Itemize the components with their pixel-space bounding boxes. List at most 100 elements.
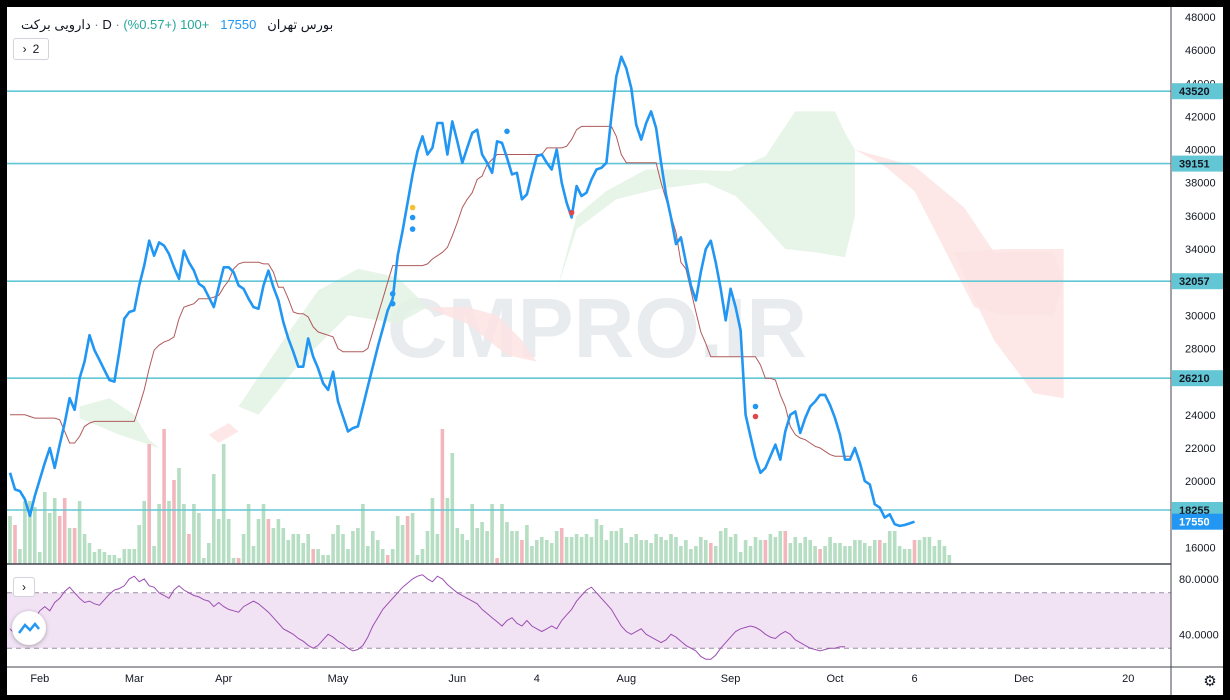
volume-bar bbox=[763, 540, 768, 564]
volume-bar bbox=[455, 528, 460, 564]
volume-bar bbox=[435, 534, 440, 564]
price-tick-label: 30000 bbox=[1185, 310, 1216, 322]
volume-bar bbox=[798, 543, 802, 564]
volume-bar bbox=[172, 480, 176, 564]
last-price: 17550 bbox=[220, 17, 257, 32]
rsi-line-path bbox=[9, 574, 845, 660]
volume-bar bbox=[256, 519, 261, 564]
volume-bar bbox=[823, 546, 827, 564]
interval-label[interactable]: D bbox=[102, 17, 112, 32]
volume-bar bbox=[122, 549, 127, 564]
settings-gear-icon[interactable]: ⚙ bbox=[1203, 673, 1217, 690]
exchange-label: بورس تهران bbox=[267, 17, 334, 32]
indicators-toggle-button[interactable]: › 2 bbox=[13, 38, 49, 60]
volume-bar bbox=[604, 540, 609, 564]
last-price-label: 17550 bbox=[1172, 513, 1223, 530]
volume-bar bbox=[395, 516, 400, 564]
watermark: CMPRO.IR bbox=[387, 281, 807, 375]
time-tick-label: Sep bbox=[721, 673, 741, 685]
volume-bar bbox=[669, 534, 673, 564]
volume-bar bbox=[43, 492, 47, 564]
indicators-count: 2 bbox=[32, 42, 40, 56]
volume-bar bbox=[326, 555, 330, 564]
rsi-pane[interactable]: 80.0000 40.0000 bbox=[7, 574, 1219, 660]
volume-bar bbox=[803, 537, 807, 564]
rsi-collapse-button[interactable]: › bbox=[13, 577, 35, 597]
volume-bar bbox=[346, 549, 350, 564]
volume-bar bbox=[92, 552, 97, 564]
volume-bar bbox=[251, 546, 256, 564]
volume-bar bbox=[331, 534, 335, 564]
volume-bar bbox=[818, 549, 822, 564]
volume-bar bbox=[52, 498, 57, 564]
cloud-area-bear bbox=[954, 249, 1064, 399]
volume-bar bbox=[932, 546, 937, 564]
price-tick-label: 22000 bbox=[1185, 443, 1216, 455]
volume-bar bbox=[28, 501, 32, 564]
time-axis[interactable]: Feb Mar Apr May Jun 4 Aug Sep Oct 6 Dec 20 bbox=[30, 673, 1134, 685]
rsi-band-fill bbox=[7, 592, 1171, 649]
symbol-name[interactable]: دارویی برکت bbox=[21, 17, 91, 32]
time-tick-label: Apr bbox=[215, 673, 232, 685]
volume-bar bbox=[18, 549, 22, 564]
volume-bar bbox=[202, 558, 206, 564]
volume-bar bbox=[157, 504, 161, 564]
volume-bar bbox=[465, 540, 469, 564]
signal-dots bbox=[389, 128, 759, 420]
volume-bar bbox=[38, 552, 42, 564]
last-price-box bbox=[1172, 513, 1223, 530]
volume-bar bbox=[177, 468, 181, 564]
level-price-label: 39151 bbox=[1172, 155, 1223, 172]
volume-bar bbox=[694, 546, 698, 564]
volume-bar bbox=[445, 498, 450, 564]
price-line-path bbox=[8, 55, 915, 528]
signal-dot bbox=[752, 413, 759, 420]
tradingview-logo-button[interactable] bbox=[12, 611, 46, 645]
signal-dot bbox=[409, 226, 416, 232]
price-tick-label: 24000 bbox=[1185, 410, 1216, 422]
time-tick-label: 4 bbox=[534, 673, 540, 685]
volume-bar bbox=[709, 543, 713, 564]
volume-bar bbox=[599, 525, 604, 564]
volume-bar bbox=[405, 516, 410, 564]
volume-bar bbox=[480, 522, 484, 564]
volume-bar bbox=[87, 543, 92, 564]
signal-dot bbox=[409, 204, 416, 211]
price-tick-label: 28000 bbox=[1185, 344, 1216, 356]
cloud-area-bull bbox=[556, 111, 855, 291]
volume-bar bbox=[515, 531, 519, 564]
volume-bar bbox=[858, 540, 862, 564]
signal-dot bbox=[389, 300, 396, 307]
volume-bar bbox=[773, 537, 778, 564]
volume-bar bbox=[843, 546, 847, 564]
volume-bar bbox=[107, 555, 112, 564]
volume-bar bbox=[723, 528, 728, 564]
volume-bar bbox=[559, 528, 564, 564]
volume-bar bbox=[425, 531, 430, 564]
volume-bar bbox=[684, 540, 688, 564]
cloud-area-bear bbox=[427, 307, 537, 362]
volume-bar bbox=[311, 549, 315, 564]
time-tick-label: Feb bbox=[30, 673, 49, 685]
time-tick-label: Mar bbox=[125, 673, 144, 685]
volume-bar bbox=[97, 549, 102, 564]
volume-bar bbox=[892, 531, 897, 564]
volume-bar bbox=[868, 546, 872, 564]
volume-bar bbox=[440, 429, 445, 564]
volume-bar bbox=[540, 537, 544, 564]
volume-bar bbox=[907, 549, 912, 564]
volume-bar bbox=[410, 513, 415, 564]
signal-dot bbox=[568, 209, 575, 216]
volume-bar bbox=[266, 519, 271, 564]
volume-bar bbox=[366, 546, 370, 564]
volume-bar bbox=[614, 531, 619, 564]
volume-bar bbox=[182, 504, 186, 564]
price-axis[interactable]: 1600018000200002200024000260002800030000… bbox=[1172, 12, 1223, 555]
symbol-header[interactable]: دارویی برکت · D · بورس تهران 17550 +100 … bbox=[21, 17, 334, 32]
volume-bar bbox=[922, 537, 927, 564]
volume-bar bbox=[902, 549, 907, 564]
volume-bar bbox=[878, 540, 882, 564]
volume-bar bbox=[241, 534, 246, 564]
price-tick-label: 40000 bbox=[1185, 145, 1216, 157]
